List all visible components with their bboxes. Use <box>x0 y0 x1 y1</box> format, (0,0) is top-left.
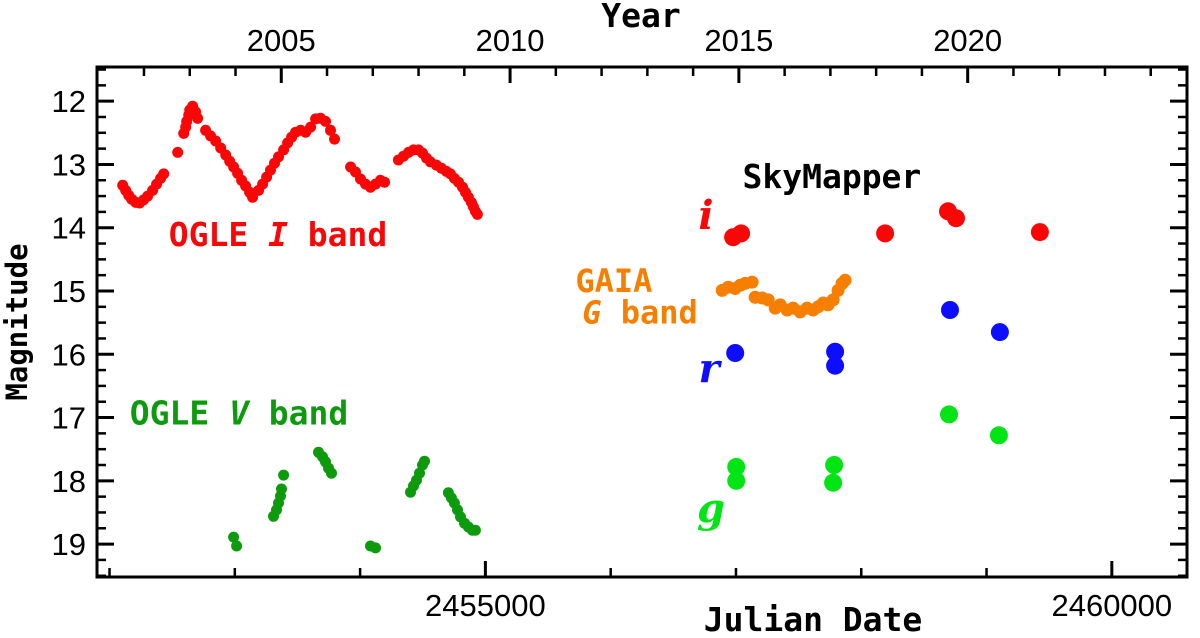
year-tick-label: 2020 <box>933 23 1002 58</box>
y-tick-label: 15 <box>52 274 86 309</box>
y-tick-label: 19 <box>52 527 86 562</box>
sky-i-label: i <box>698 192 713 239</box>
series-skymapper-i <box>724 202 1049 247</box>
y-tick-label: 18 <box>52 464 86 499</box>
data-point-skymapper-g <box>989 426 1008 445</box>
data-point-ogle-i-band <box>320 115 331 127</box>
data-point-skymapper-g <box>727 471 746 490</box>
x-axis-bottom: 2455000 2460000 <box>108 561 1172 623</box>
year-tick-label: 2010 <box>476 23 545 58</box>
series-skymapper-g <box>727 405 1008 492</box>
gaia-label: GAIA <box>575 262 652 300</box>
data-point-ogle-v-band <box>326 467 337 479</box>
data-point-skymapper-r <box>990 323 1009 342</box>
data-point-skymapper-r <box>941 301 959 319</box>
left-axis-title: Magnitude <box>0 243 34 401</box>
bottom-axis-title: Julian Date <box>703 600 923 638</box>
data-point-skymapper-g <box>825 456 844 474</box>
year-tick-label: 2015 <box>704 23 773 58</box>
data-point-gaia-g-band <box>838 273 852 287</box>
data-point-ogle-i-band <box>379 176 390 188</box>
y-tick-label: 12 <box>52 84 86 119</box>
sky-g-label: g <box>697 485 725 532</box>
series-skymapper-r <box>726 301 1009 375</box>
data-point-skymapper-g <box>940 405 958 424</box>
data-point-ogle-v-band <box>276 483 287 495</box>
y-tick-label: 13 <box>52 147 86 182</box>
gaia-band-label: G band <box>582 294 698 332</box>
sky-r-label: r <box>698 345 722 392</box>
data-point-gaia-g-band <box>745 275 759 289</box>
data-point-ogle-i-band <box>305 121 317 133</box>
y-tick-label: 14 <box>52 211 86 246</box>
data-point-ogle-v-band <box>469 524 481 536</box>
data-point-skymapper-g <box>824 473 843 492</box>
data-point-ogle-i-band <box>471 208 483 220</box>
ogle-i-label: OGLE I band <box>169 215 388 254</box>
data-point-ogle-v-band <box>278 469 290 481</box>
series-gaia-g-band <box>715 273 852 319</box>
data-point-skymapper-r <box>826 356 845 375</box>
data-point-ogle-i-band <box>192 112 204 124</box>
data-point-ogle-v-band <box>231 540 243 552</box>
data-point-skymapper-r <box>826 342 845 361</box>
x-axis-top: 2005 2010 2015 2020 <box>142 23 1152 83</box>
data-point-ogle-i-band <box>325 124 336 136</box>
data-point-ogle-i-band <box>158 168 170 180</box>
y-axis: 12 13 14 15 16 17 18 19 <box>52 68 1187 577</box>
data-point-skymapper-i <box>876 224 895 243</box>
y-tick-label: 17 <box>52 401 86 436</box>
series-ogle-v-band <box>228 446 481 554</box>
data-point-ogle-i-band <box>172 146 184 158</box>
data-point-ogle-v-band <box>228 531 240 543</box>
ogle-v-label: OGLE V band <box>130 393 349 432</box>
skymapper-label: SkyMapper <box>742 156 921 195</box>
data-point-skymapper-i <box>1030 223 1049 242</box>
data-point-ogle-i-band <box>329 133 340 145</box>
top-axis-title: Year <box>601 0 681 35</box>
data-point-ogle-v-band <box>419 455 430 467</box>
year-tick-label: 2005 <box>247 23 316 58</box>
x-tick-label: 2455000 <box>425 588 546 623</box>
x-tick-label: 2460000 <box>1051 588 1172 623</box>
data-point-skymapper-i <box>947 209 965 228</box>
y-tick-label: 16 <box>52 337 86 372</box>
data-point-skymapper-i <box>732 224 751 243</box>
data-point-skymapper-r <box>726 344 745 362</box>
series-ogle-i-band <box>117 100 483 220</box>
data-point-skymapper-g <box>727 457 746 476</box>
data-point-ogle-v-band <box>370 542 381 554</box>
